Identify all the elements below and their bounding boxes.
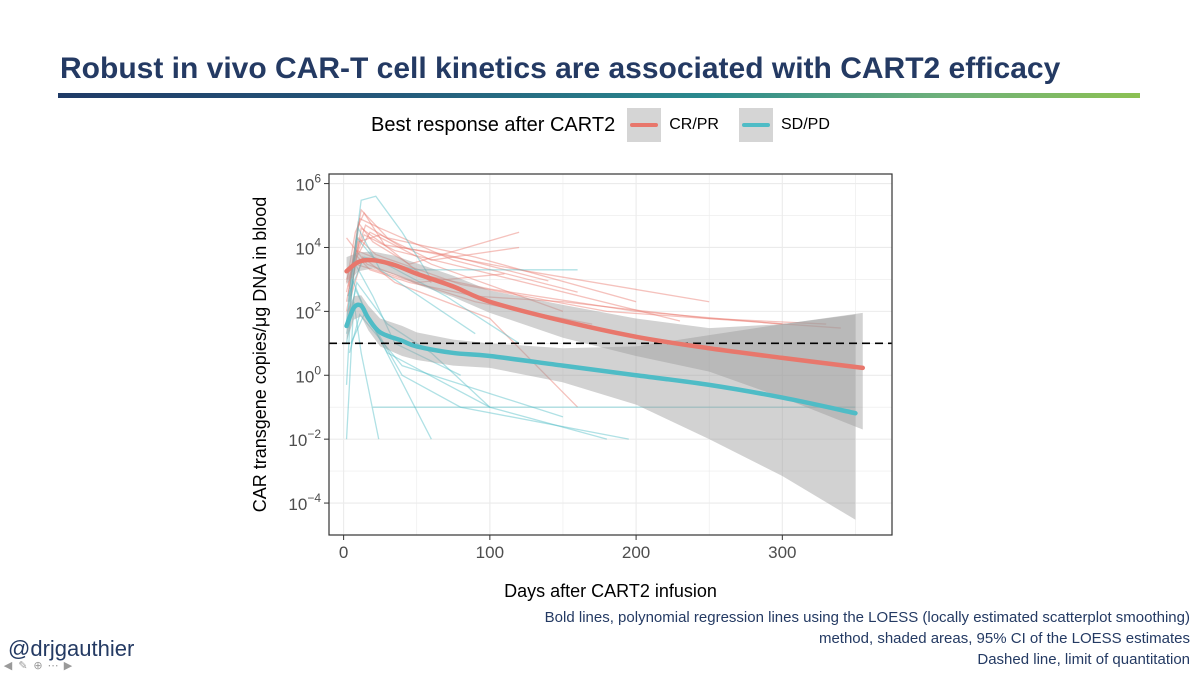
y-tick-label: 10−4	[288, 491, 321, 514]
patient-trace	[347, 234, 520, 287]
y-tick-label: 10−2	[288, 427, 321, 450]
patient-trace	[347, 220, 520, 297]
patient-trace	[347, 233, 681, 322]
patient-trace	[345, 280, 491, 408]
patient-trace	[348, 227, 549, 302]
patient-trace	[350, 309, 629, 440]
x-axis-title: Days after CART2 infusion	[504, 581, 717, 601]
pen-icon[interactable]: ✎	[18, 659, 28, 672]
legend-title: Best response after CART2	[371, 113, 616, 136]
arrow-right-icon[interactable]: ▶	[63, 659, 73, 672]
plot-border	[328, 173, 893, 536]
x-tick-label: 0	[339, 543, 348, 562]
y-tick-label: 104	[295, 235, 321, 258]
legend-key-crpr	[627, 108, 662, 142]
legend-line-sdpd	[741, 123, 770, 127]
arrow-left-icon[interactable]: ◀	[3, 659, 13, 672]
y-tick-label: 106	[295, 172, 321, 195]
patient-trace	[347, 226, 476, 335]
footnote-line: Dashed line, limit of quantitation	[977, 651, 1190, 668]
x-tick-label: 300	[768, 543, 796, 562]
patient-trace	[345, 236, 841, 329]
patient-trace	[350, 255, 579, 408]
patient-trace	[351, 224, 710, 303]
patient-trace	[347, 195, 432, 302]
loess-line-crpr	[344, 257, 866, 371]
patient-trace	[346, 237, 505, 284]
plot-layer	[329, 195, 892, 520]
legend-label-crpr: CR/PR	[669, 116, 719, 133]
patient-trace	[350, 208, 637, 303]
footnote-line: method, shaded areas, 95% CI of the LOES…	[818, 630, 1190, 647]
loess-line-sdpd	[344, 302, 858, 416]
twitter-handle: @drjgauthier	[8, 636, 135, 661]
patient-trace	[348, 217, 578, 293]
slide-title: Robust in vivo CAR-T cell kinetics are a…	[60, 52, 1061, 85]
patient-trace	[348, 313, 564, 418]
patient-trace	[345, 301, 380, 440]
legend-key-sdpd	[738, 108, 773, 142]
patient-trace	[345, 211, 432, 284]
x-tick-label: 100	[476, 543, 504, 562]
footnote: Bold lines, polynomial regression lines …	[545, 607, 1190, 670]
footnote-line: Bold lines, polynomial regression lines …	[544, 609, 1190, 626]
patient-trace	[347, 262, 461, 376]
legend-label-sdpd: SD/PD	[780, 116, 830, 133]
chart-legend: Best response after CART2 CR/PR SD/PD	[371, 108, 850, 142]
patient-trace	[345, 286, 608, 440]
title-underline	[58, 93, 1140, 98]
plot-background	[329, 174, 892, 535]
patient-trace	[345, 279, 432, 440]
patient-trace	[345, 231, 564, 312]
y-tick-label: 102	[295, 299, 321, 322]
patient-trace	[345, 253, 827, 325]
y-axis-title: CAR transgene copies/μg DNA in blood	[250, 197, 270, 513]
zoom-icon[interactable]: ⊕	[33, 659, 43, 672]
legend-line-crpr	[630, 123, 659, 127]
slide-controls: ◀ ✎ ⊕ ⋯ ▶	[2, 660, 74, 672]
x-tick-label: 200	[622, 543, 650, 562]
more-icon[interactable]: ⋯	[47, 659, 59, 672]
y-tick-label: 100	[295, 363, 321, 386]
